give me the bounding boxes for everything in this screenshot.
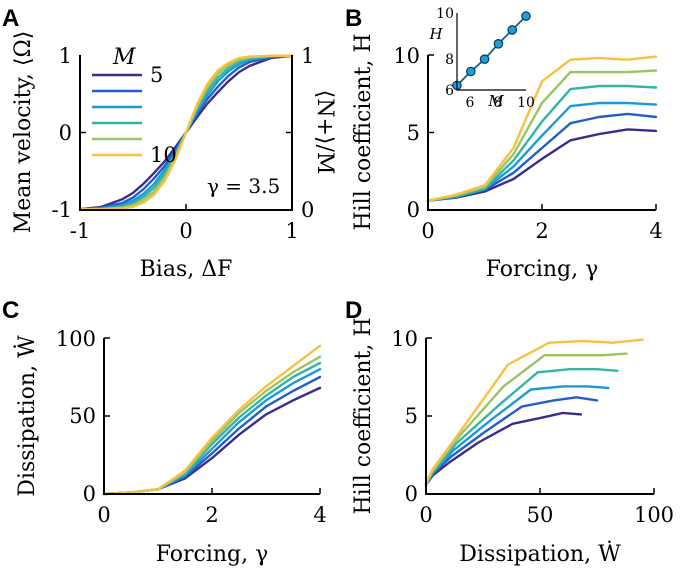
panel-c-series — [102, 344, 322, 496]
panel-c-ytick-label: 50 — [69, 404, 96, 428]
panel-d-xtick-label: 0 — [419, 503, 432, 527]
panel-b-inset-point — [493, 38, 504, 49]
panel-b-xtick-label: 2 — [535, 219, 548, 243]
panel-a-xlabel: Bias, ΔF — [140, 257, 233, 282]
panel-a-ylabel: Mean velocity, ⟨Ω⟩ — [11, 31, 36, 234]
panel-d-ylabel: Hill coefficient, H — [351, 317, 376, 514]
panel-d-series — [424, 338, 644, 486]
panel-c-xlabel: Forcing, γ — [156, 542, 269, 567]
panel-c-series-line-m8 — [102, 361, 322, 496]
panel-a-series — [78, 54, 294, 211]
panel-b-inset-plot — [452, 11, 531, 91]
panel-b-inset-ytick-label: 10 — [436, 6, 454, 22]
panel-a-ticks — [80, 131, 292, 210]
panel-b-xlabel: Forcing, γ — [486, 257, 599, 282]
panel-b-inset-ytick-label: 8 — [445, 52, 454, 68]
panel-d-series-line-m9 — [424, 352, 628, 486]
panel-b-inset-point — [465, 66, 476, 77]
panel-a-ylabel-right: ⟨N+⟩/M — [312, 90, 337, 175]
panel-a-ytick-label: -1 — [52, 198, 72, 222]
panel-b-inset-line — [456, 15, 527, 87]
panel-c-axes — [103, 338, 320, 495]
panel-b-inset-point — [507, 25, 517, 35]
panel-d-xlabel: Dissipation, Ẇ — [459, 540, 621, 567]
panel-c-xtick-label: 4 — [313, 503, 326, 527]
panel-b-inset-xlabel: M — [487, 92, 504, 110]
panel-a-ytick-right-label: 0 — [301, 198, 314, 222]
panel-a-legend: 5 10 — [92, 63, 177, 167]
panel-b-series-line-m5 — [426, 128, 658, 202]
panel-b-inset: 6 8 10 6 8 10 M H — [428, 6, 534, 111]
panel-b-inset-ylabel: H — [428, 25, 443, 43]
panel-c-letter: C — [2, 297, 19, 324]
panel-d-series-line-m6 — [424, 396, 599, 486]
panel-b-ytick-label: 10 — [393, 44, 420, 68]
panel-a-ytick-label: 1 — [59, 44, 72, 68]
panel-c-series-line-m7 — [102, 368, 322, 496]
panel-b-inset-xtick-label: 8 — [494, 95, 503, 111]
panel-b-inset-point — [479, 54, 490, 64]
panel-d: D 0 50 100 0 5 10 Dissipation, Ẇ Hill co… — [345, 297, 674, 567]
panel-c-xtick-label: 0 — [97, 503, 110, 527]
panel-a-xtick-label: -1 — [70, 219, 90, 243]
panel-a-letter: A — [2, 5, 19, 32]
panel-b-series-line-m10 — [426, 55, 658, 202]
panel-c-series-line-m9 — [102, 355, 322, 496]
panel-b-series-line-m7 — [426, 101, 658, 202]
panel-c-ytick-label: 0 — [83, 482, 96, 506]
panel-b-xtick-label: 4 — [649, 219, 662, 243]
panel-a-ytick-label: 0 — [59, 121, 72, 145]
panel-b-inset-xtick-label: 6 — [466, 95, 475, 111]
panel-b-inset-xtick-label: 10 — [517, 95, 535, 111]
panel-a-legend-label: 5 — [150, 63, 163, 87]
panel-b-inset-point — [521, 11, 531, 21]
panel-b: B 0 2 4 0 5 10 Forcing, γ Hill coefficie… — [345, 5, 663, 282]
panel-b-letter: B — [345, 5, 362, 32]
panel-c: C 0 2 4 0 50 100 Forcing, γ Dissipation,… — [2, 297, 327, 567]
panel-c-series-line-m6 — [102, 375, 322, 496]
panel-a-xtick-label: 1 — [285, 219, 298, 243]
panel-d-axes — [425, 338, 654, 495]
panel-c-xtick-label: 2 — [205, 503, 218, 527]
panel-c-ylabel: Dissipation, Ẇ — [13, 335, 40, 497]
panel-b-ytick-label: 0 — [407, 198, 420, 222]
panel-a-xtick-label: 0 — [179, 219, 192, 243]
panel-a-ytick-right-label: 1 — [301, 44, 314, 68]
panel-c-ytick-label: 100 — [56, 327, 96, 351]
panel-b-series-line-m6 — [426, 112, 658, 202]
panel-a-legend-title: M — [112, 45, 136, 70]
panel-a-annotation: γ = 3.5 — [207, 174, 280, 198]
panel-b-ytick-label: 5 — [407, 121, 420, 145]
panel-b-inset-axes — [456, 13, 526, 91]
panel-d-letter: D — [345, 297, 362, 324]
panel-b-inset-ytick-label: 6 — [445, 83, 454, 99]
panel-d-series-line-m7 — [424, 385, 610, 486]
panel-b-ylabel: Hill coefficient, H — [351, 33, 376, 230]
panel-d-xtick-label: 50 — [527, 503, 554, 527]
panel-b-series — [426, 55, 658, 202]
panel-b-xtick-label: 0 — [421, 219, 434, 243]
panel-a-legend-label: 10 — [150, 143, 177, 167]
panel-b-axes — [427, 55, 656, 211]
panel-a: A -1 0 1 -1 0 1 0 1 Bias, ΔF Mean veloci… — [2, 5, 337, 282]
panel-d-ytick-label: 5 — [405, 404, 418, 428]
panel-d-series-line-m10 — [424, 338, 644, 486]
panel-c-series-line-m10 — [102, 344, 322, 496]
panel-d-ytick-label: 0 — [405, 482, 418, 506]
panel-a-series-line-m10 — [78, 54, 294, 211]
panel-d-ytick-label: 10 — [391, 327, 418, 351]
panel-d-xtick-label: 100 — [634, 503, 674, 527]
